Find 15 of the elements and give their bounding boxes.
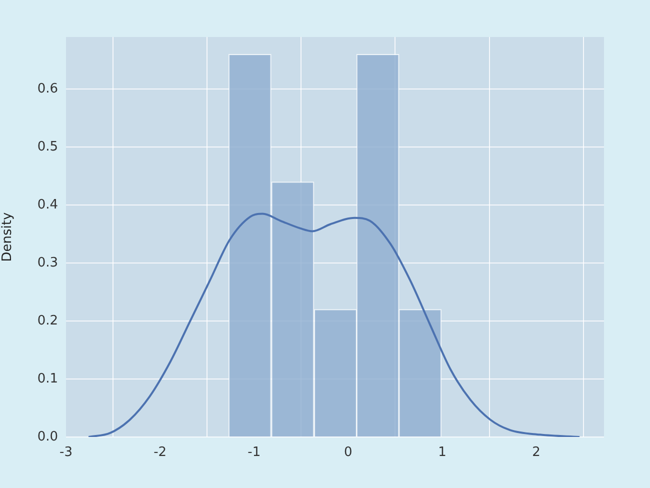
y-tick-label: 0.5 [37,140,58,155]
y-tick-label: 0.1 [37,371,58,386]
y-tick-label: 0.6 [37,82,58,97]
y-tick-label: 0.3 [37,255,58,270]
x-tick-label: 2 [532,445,540,460]
x-tick-label: 0 [344,445,352,460]
y-tick-label: 0.4 [37,197,58,212]
x-tick-label: 1 [438,445,446,460]
line-series [88,212,581,437]
x-tick-label: -1 [248,445,261,460]
x-tick-label: -2 [154,445,167,460]
y-tick-label: 0.2 [37,313,58,328]
y-tick-label: 0.0 [37,429,58,444]
y-axis-title: Density [0,212,16,262]
x-tick-label: -3 [60,445,72,460]
